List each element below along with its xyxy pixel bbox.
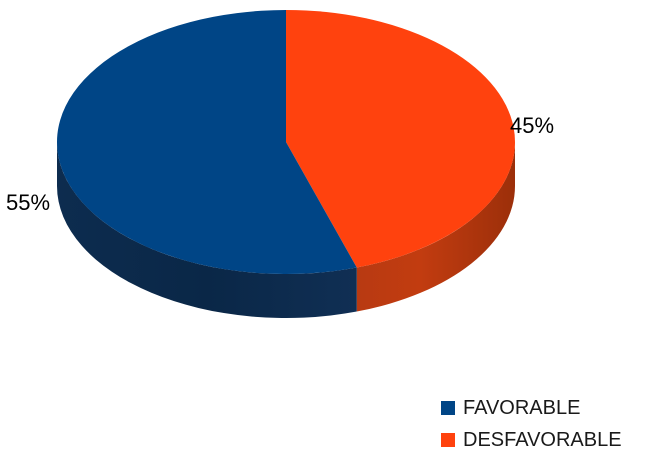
pie-side-walls [57, 142, 515, 318]
data-label-desfavorable: 45% [510, 113, 554, 138]
legend-label-favorable: FAVORABLE [463, 396, 581, 419]
legend-item-favorable: FAVORABLE [441, 392, 622, 424]
pie-side-desfavorable [356, 142, 515, 312]
pie-side-favorable [57, 142, 357, 318]
pie-slice-desfavorable [286, 10, 516, 268]
legend-swatch-desfavorable [441, 433, 455, 447]
legend-item-desfavorable: DESFAVORABLE [441, 424, 622, 456]
pie-top-faces [57, 10, 516, 274]
legend-swatch-favorable [441, 401, 455, 415]
legend: FAVORABLE DESFAVORABLE [441, 392, 622, 456]
legend-label-desfavorable: DESFAVORABLE [463, 428, 622, 451]
pie-slice-favorable [57, 10, 357, 274]
data-label-favorable: 55% [6, 190, 50, 215]
